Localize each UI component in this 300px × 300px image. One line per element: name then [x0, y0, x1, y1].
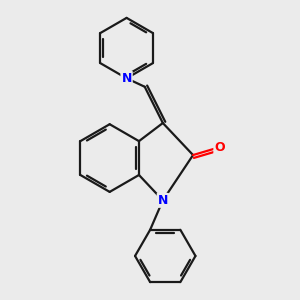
Text: O: O	[214, 141, 225, 154]
Text: N: N	[122, 72, 132, 85]
Text: N: N	[158, 194, 168, 207]
